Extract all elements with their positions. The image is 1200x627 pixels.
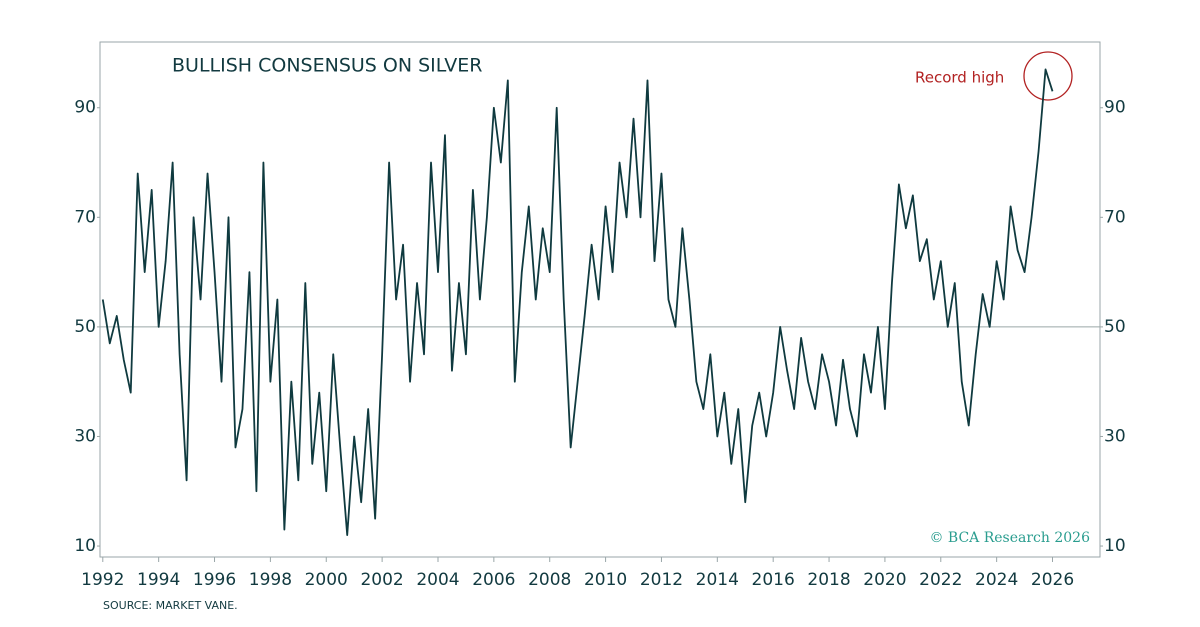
y-tick-label: 90 <box>74 98 96 118</box>
x-tick-label: 2008 <box>528 570 571 590</box>
x-tick-label: 2018 <box>807 570 850 590</box>
y-tick-label: 30 <box>74 426 96 446</box>
annotation-circle <box>1023 51 1073 101</box>
y-tick-label: 70 <box>74 207 96 227</box>
x-tick-label: 2006 <box>472 570 515 590</box>
x-tick-label: 2002 <box>360 570 403 590</box>
plot-frame <box>99 41 1101 558</box>
x-tick-label: 2026 <box>1031 570 1074 590</box>
source: SOURCE: MARKET VANE. <box>103 599 238 612</box>
y2-tick-label: 30 <box>1104 426 1126 446</box>
x-tick-label: 2020 <box>863 570 906 590</box>
x-tick-label: 2022 <box>919 570 962 590</box>
credit: © BCA Research 2026 <box>929 530 1090 546</box>
y2-tick-label: 10 <box>1104 536 1126 556</box>
x-tick-label: 2024 <box>975 570 1018 590</box>
x-tick-label: 1992 <box>81 570 124 590</box>
x-tick-label: 1994 <box>137 570 180 590</box>
x-tick-label: 1998 <box>249 570 292 590</box>
x-tick-label: 2000 <box>305 570 348 590</box>
x-tick-label: 2010 <box>584 570 627 590</box>
line <box>101 68 1054 536</box>
x-tick-label: 1996 <box>193 570 236 590</box>
y2-tick-label: 50 <box>1104 317 1126 337</box>
y2-tick-label: 90 <box>1104 98 1126 118</box>
y2-tick-label: 70 <box>1104 207 1126 227</box>
y-tick-label: 10 <box>74 536 96 556</box>
y-tick-label: 50 <box>74 317 96 337</box>
x-tick-label: 2014 <box>696 570 739 590</box>
x-tick-label: 2012 <box>640 570 683 590</box>
x-tick-label: 2016 <box>752 570 795 590</box>
x-tick-label: 2004 <box>416 570 459 590</box>
annotation: Record high <box>915 69 1004 87</box>
chart-title: BULLISH CONSENSUS ON SILVER <box>172 55 482 77</box>
